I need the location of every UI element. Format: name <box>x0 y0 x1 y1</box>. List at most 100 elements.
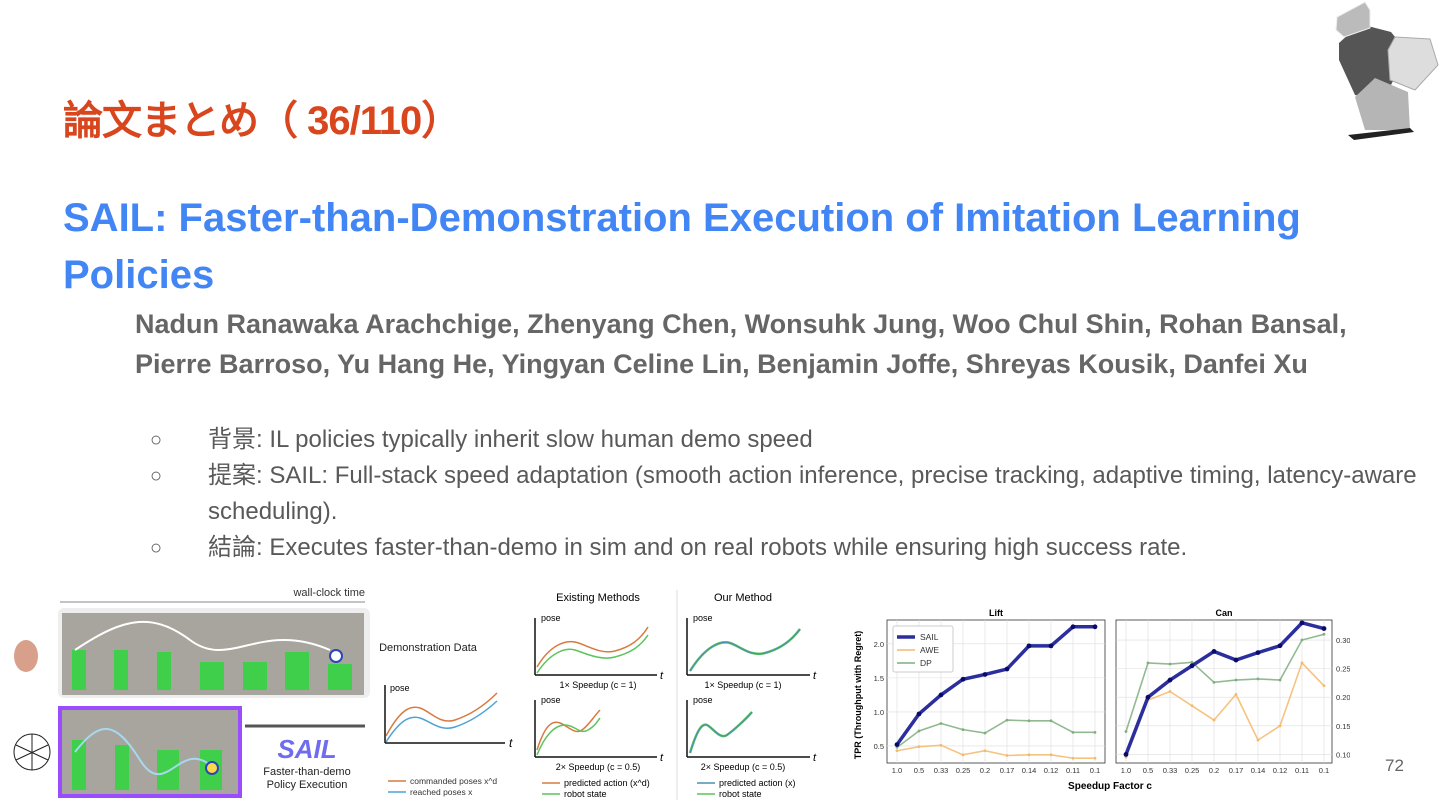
bullet-text: : SAIL: Full-stack speed adaptation (smo… <box>208 462 1417 525</box>
data-point-sail <box>1092 624 1098 630</box>
legend-label: SAIL <box>920 632 939 642</box>
bullet-conclusion: ○ 結論: Executes faster-than-demo in sim an… <box>150 530 1430 566</box>
chart-lift: 1.0 0.5 0.33 0.25 0.2 0.17 0.14 0.12 0.11 0.1 0.5 1… <box>874 608 1106 775</box>
data-point-dp <box>917 729 921 733</box>
y-axis-label: TPR (Throughput with Regret) <box>853 631 863 759</box>
data-point-dp <box>1049 719 1053 723</box>
sculpture-logo <box>1335 1 1439 140</box>
data-point-dp <box>1027 719 1031 723</box>
data-point-sail <box>1004 666 1010 672</box>
x-tick-label: 0.11 <box>1066 766 1080 775</box>
data-point-sail <box>1145 694 1151 700</box>
sail-caption: Policy Execution <box>267 779 348 791</box>
data-point-sail <box>1299 620 1305 626</box>
bullet-label: 結論 <box>208 534 256 561</box>
neural-network-icon <box>13 733 51 771</box>
data-point-awe <box>1168 690 1172 693</box>
chart-legend: SAIL AWE DP <box>892 625 954 673</box>
bullet-background: ○ 背景: IL policies typically inherit slow … <box>150 422 1430 458</box>
y-tick-label: 0.30 <box>1336 636 1350 645</box>
svg-text:pose: pose <box>541 695 561 705</box>
legend-commanded: commanded poses x^d <box>410 776 497 786</box>
svg-text:pose: pose <box>693 695 713 705</box>
data-point-sail <box>1321 626 1327 631</box>
bullet-text: : IL policies typically inherit slow hum… <box>256 426 813 453</box>
data-point-awe <box>1049 753 1053 757</box>
slide-title: 論文まとめ（ 36/110） <box>63 99 461 143</box>
authors: Nadun Ranawaka Arachchige, Zhenyang Chen… <box>135 309 1347 379</box>
data-point-awe <box>1071 756 1075 760</box>
legend-reached: reached poses x <box>410 787 473 797</box>
x-tick-label: 0.17 <box>1229 766 1244 775</box>
x-tick-label: 1.0 <box>892 766 902 775</box>
chart-can: 1.0 0.5 0.33 0.25 0.2 0.17 0.14 0.12 0.11 0.1 0.10… <box>1115 608 1350 775</box>
y-tick-label: 1.5 <box>874 674 884 683</box>
existing-methods-title: Existing Methods <box>556 592 640 604</box>
data-point-dp <box>1256 677 1260 681</box>
ours-2x-plot: pose t <box>686 695 817 764</box>
x-tick-label: 0.14 <box>1022 766 1037 775</box>
ours-1x-plot: pose t <box>686 613 817 682</box>
x-tick-label: 0.1 <box>1090 766 1100 775</box>
series-line-awe <box>1125 661 1325 758</box>
svg-text:robot state: robot state <box>564 789 607 799</box>
hand-controller-icon <box>14 640 38 672</box>
svg-text:predicted action (x): predicted action (x) <box>719 778 796 788</box>
x-tick-label: 0.2 <box>980 766 990 775</box>
data-point-dp <box>1234 678 1238 682</box>
data-point-dp <box>1300 638 1304 642</box>
y-tick-label: 0.10 <box>1336 750 1350 759</box>
data-point-dp <box>1093 730 1097 734</box>
summary-bullets: ○ 背景: IL policies typically inherit slow … <box>150 422 1430 566</box>
x-tick-label: 0.25 <box>956 766 971 775</box>
data-point-sail <box>1277 643 1283 649</box>
data-point-dp <box>1146 661 1150 665</box>
svg-text:t: t <box>509 736 513 750</box>
data-point-awe <box>1256 738 1260 742</box>
bullet-text: : Executes faster-than-demo in sim and o… <box>256 534 1188 561</box>
data-point-sail <box>938 692 944 698</box>
x-axis-label: Speedup Factor c <box>1068 781 1152 792</box>
x-tick-label: 1.0 <box>1121 766 1131 775</box>
data-point-sail <box>1233 657 1239 663</box>
data-point-dp <box>1168 662 1172 666</box>
data-point-sail <box>982 672 988 677</box>
paper-title: SAIL: Faster-than-Demonstration Executio… <box>63 196 1301 297</box>
x-tick-label: 0.5 <box>1143 766 1153 775</box>
svg-text:pose: pose <box>390 683 410 693</box>
data-point-awe <box>1190 704 1194 708</box>
data-point-sail <box>960 676 966 682</box>
data-point-dp <box>1005 718 1009 722</box>
data-point-sail <box>1123 752 1129 757</box>
data-point-sail <box>1070 624 1076 630</box>
series-line-dp <box>1125 633 1325 732</box>
data-point-dp <box>939 722 943 725</box>
data-point-sail <box>1255 650 1261 656</box>
svg-text:robot state: robot state <box>719 789 762 799</box>
sail-logo: SAIL <box>277 734 336 764</box>
data-point-awe <box>1005 754 1009 757</box>
method-comparison-figure: Existing Methods Our Method pose t 1× Spe… <box>534 590 817 800</box>
demo-photo-frames <box>62 613 364 695</box>
circle-bullet-icon: ○ <box>150 465 163 487</box>
series-line-awe <box>896 744 1095 760</box>
data-point-awe <box>983 749 987 753</box>
data-point-awe <box>961 753 965 757</box>
svg-text:1× Speedup (c = 1): 1× Speedup (c = 1) <box>704 680 781 690</box>
data-point-sail <box>916 711 922 717</box>
y-tick-label: 2.0 <box>874 640 884 649</box>
y-tick-label: 0.25 <box>1336 665 1350 674</box>
svg-text:pose: pose <box>541 613 561 623</box>
svg-text:predicted action (x^d): predicted action (x^d) <box>564 778 650 788</box>
data-point-awe <box>1322 684 1326 688</box>
data-point-dp <box>983 731 987 735</box>
chart-title: Lift <box>989 608 1003 618</box>
x-tick-label: 0.12 <box>1044 766 1059 775</box>
data-point-sail <box>1211 649 1217 654</box>
y-tick-label: 1.0 <box>874 708 884 717</box>
legend-label: DP <box>920 658 932 668</box>
data-point-dp <box>1278 678 1282 682</box>
x-tick-label: 0.11 <box>1295 766 1309 775</box>
svg-text:2× Speedup (c = 0.5): 2× Speedup (c = 0.5) <box>701 762 786 772</box>
